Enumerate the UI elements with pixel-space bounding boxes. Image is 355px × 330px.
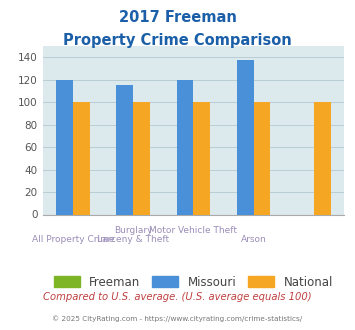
Text: Compared to U.S. average. (U.S. average equals 100): Compared to U.S. average. (U.S. average …	[43, 292, 312, 302]
Text: Burglary: Burglary	[114, 226, 153, 235]
Bar	[193, 102, 210, 214]
Bar	[133, 102, 150, 214]
Bar	[314, 102, 331, 214]
Bar	[116, 85, 133, 214]
Text: 2017 Freeman: 2017 Freeman	[119, 10, 236, 25]
Text: Property Crime Comparison: Property Crime Comparison	[63, 33, 292, 48]
Bar	[177, 80, 193, 214]
Legend: Freeman, Missouri, National: Freeman, Missouri, National	[49, 271, 338, 293]
Bar	[56, 80, 73, 214]
Text: Motor Vehicle Theft: Motor Vehicle Theft	[149, 226, 237, 235]
Bar	[73, 102, 90, 214]
Text: All Property Crime: All Property Crime	[32, 235, 114, 244]
Bar	[237, 60, 253, 214]
Text: Arson: Arson	[241, 235, 267, 244]
Text: © 2025 CityRating.com - https://www.cityrating.com/crime-statistics/: © 2025 CityRating.com - https://www.city…	[53, 315, 302, 322]
Bar	[253, 102, 271, 214]
Text: Larceny & Theft: Larceny & Theft	[97, 235, 169, 244]
